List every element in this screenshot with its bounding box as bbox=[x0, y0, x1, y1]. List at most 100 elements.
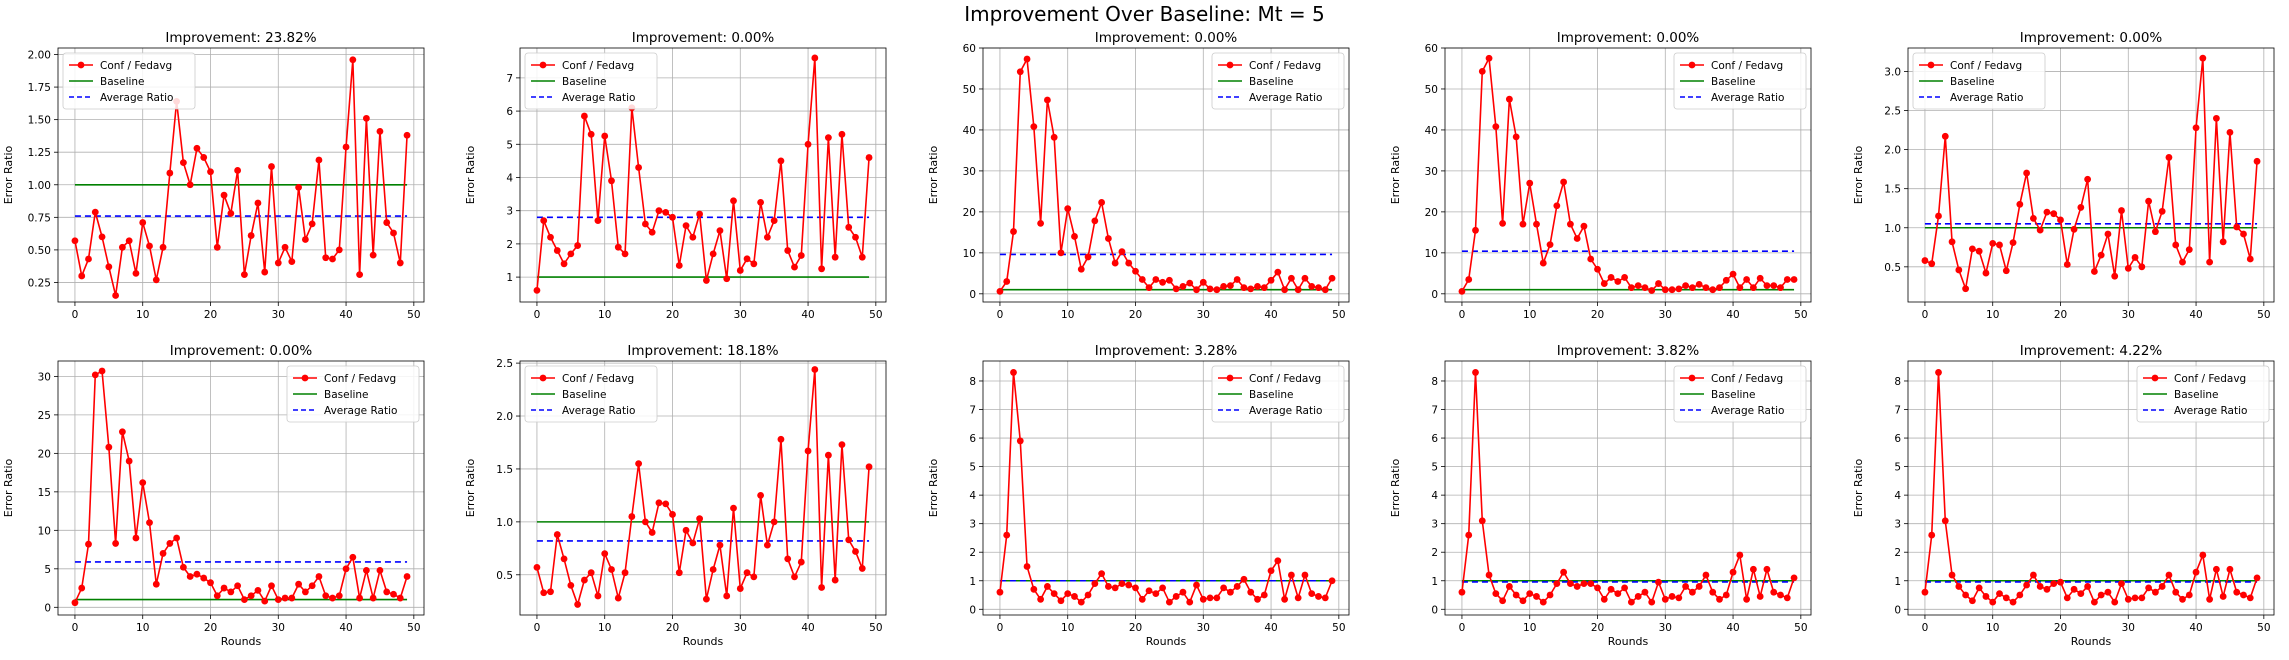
data-point bbox=[1641, 284, 1649, 292]
data-point bbox=[696, 515, 704, 523]
data-point bbox=[329, 255, 336, 263]
data-point bbox=[580, 112, 588, 120]
data-point bbox=[2009, 239, 2017, 247]
data-point bbox=[1982, 593, 1990, 600]
y-axis-label: Error Ratio bbox=[1852, 458, 1865, 517]
subplot-4: Improvement: 0.00% 0 10 20 30 40 50 0 10 20 30 40 50… bbox=[1389, 30, 1812, 321]
data-point bbox=[2138, 263, 2146, 271]
data-point bbox=[227, 588, 235, 596]
data-point bbox=[362, 566, 370, 574]
data-point bbox=[329, 594, 336, 602]
x-tick-label: 40 bbox=[1264, 622, 1277, 634]
data-point bbox=[2077, 204, 2085, 211]
data-point bbox=[1634, 282, 1642, 290]
y-tick-label: 1 bbox=[506, 272, 513, 284]
data-point bbox=[2192, 124, 2200, 132]
data-point bbox=[784, 247, 792, 254]
data-point bbox=[2253, 574, 2261, 582]
data-point bbox=[682, 526, 690, 534]
data-point bbox=[1037, 595, 1045, 603]
data-point bbox=[85, 540, 92, 548]
x-tick-label: 30 bbox=[1659, 309, 1672, 321]
data-point bbox=[1533, 220, 1540, 228]
y-tick-label: 0 bbox=[969, 604, 976, 616]
data-point bbox=[2057, 578, 2064, 586]
data-point bbox=[207, 168, 214, 176]
data-point bbox=[1546, 241, 1554, 249]
x-tick-label: 50 bbox=[1794, 309, 1807, 321]
data-point bbox=[2219, 238, 2227, 246]
data-point bbox=[1220, 584, 1228, 592]
data-point bbox=[1267, 276, 1275, 284]
subplot-title: Improvement: 23.82% bbox=[165, 30, 316, 46]
legend-box bbox=[1211, 365, 1345, 423]
data-point bbox=[186, 181, 194, 189]
data-point bbox=[1057, 597, 1065, 605]
legend-item-conf-fedavg-label: Conf / Fedavg bbox=[100, 60, 172, 72]
x-tick-label: 40 bbox=[1726, 309, 1739, 321]
y-tick-label: 0 bbox=[1431, 289, 1438, 301]
data-point bbox=[2206, 595, 2214, 603]
data-point bbox=[1077, 265, 1085, 273]
data-point bbox=[1274, 268, 1282, 276]
x-axis-label: Rounds bbox=[221, 635, 262, 648]
data-point bbox=[2138, 594, 2146, 602]
data-point bbox=[2043, 208, 2051, 216]
data-point bbox=[804, 447, 812, 455]
data-point bbox=[682, 222, 690, 230]
y-tick-label: 0 bbox=[1894, 604, 1901, 616]
legend-box bbox=[2136, 365, 2270, 423]
data-point bbox=[1492, 590, 1500, 597]
y-tick-label: 2 bbox=[1431, 547, 1438, 559]
x-tick-label: 30 bbox=[734, 622, 747, 634]
data-point bbox=[396, 259, 404, 267]
data-point bbox=[641, 220, 649, 228]
data-point bbox=[2158, 207, 2166, 215]
data-point bbox=[1962, 591, 1970, 599]
y-tick-label: 20 bbox=[38, 448, 51, 460]
data-point bbox=[2226, 565, 2234, 573]
data-point bbox=[845, 223, 853, 231]
subplot-title: Improvement: 0.00% bbox=[170, 343, 313, 359]
data-point bbox=[791, 573, 798, 581]
data-point bbox=[824, 451, 832, 459]
data-point bbox=[730, 197, 737, 205]
y-axis-label: Error Ratio bbox=[2, 458, 15, 517]
data-point bbox=[2016, 591, 2024, 599]
data-point bbox=[261, 268, 269, 276]
legend-item-baseline-label: Baseline bbox=[1950, 76, 1995, 88]
data-point bbox=[1301, 571, 1309, 579]
x-tick-label: 50 bbox=[407, 622, 420, 634]
data-point bbox=[2084, 175, 2092, 183]
data-point bbox=[2145, 197, 2153, 205]
data-point bbox=[723, 592, 731, 600]
data-point bbox=[98, 233, 106, 241]
y-tick-label: 15 bbox=[38, 487, 51, 499]
y-tick-label: 3 bbox=[969, 519, 976, 531]
data-point bbox=[2002, 594, 2010, 602]
legend-item-conf-fedavg-marker bbox=[539, 61, 547, 69]
y-tick-label: 5 bbox=[506, 139, 513, 151]
data-point bbox=[648, 529, 656, 536]
data-point bbox=[2118, 580, 2125, 588]
legend-item-conf-fedavg-marker bbox=[1688, 374, 1696, 382]
data-point bbox=[1240, 284, 1248, 292]
data-point bbox=[159, 550, 167, 557]
data-point bbox=[383, 219, 391, 226]
data-point bbox=[2240, 591, 2247, 599]
y-tick-label: 1 bbox=[1431, 576, 1438, 588]
legend-item-baseline-label: Baseline bbox=[324, 389, 369, 401]
data-point bbox=[648, 228, 656, 236]
data-point bbox=[2104, 230, 2112, 238]
data-point bbox=[1260, 591, 1268, 599]
data-point bbox=[1220, 283, 1228, 290]
data-point bbox=[2240, 230, 2247, 238]
x-tick-label: 50 bbox=[1332, 622, 1345, 634]
data-point bbox=[852, 548, 859, 555]
legend-box bbox=[1211, 52, 1345, 110]
data-point bbox=[1968, 597, 1976, 605]
data-point bbox=[1989, 598, 1997, 606]
data-point bbox=[1193, 286, 1200, 294]
data-point bbox=[1790, 276, 1798, 283]
y-tick-label: 60 bbox=[1425, 43, 1438, 55]
